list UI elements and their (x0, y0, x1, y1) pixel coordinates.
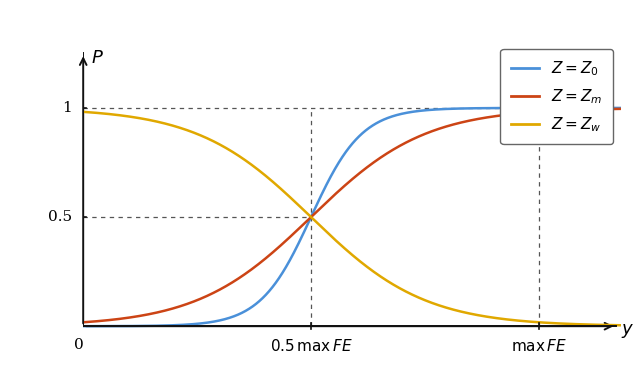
Text: 0: 0 (74, 338, 83, 352)
Text: $\mathrm{max}\,FE$: $\mathrm{max}\,FE$ (511, 338, 567, 354)
Text: 0.5: 0.5 (48, 210, 72, 224)
Text: $P$: $P$ (92, 49, 104, 67)
Legend: $Z = Z_0$, $Z = Z_m$, $Z = Z_w$: $Z = Z_0$, $Z = Z_m$, $Z = Z_w$ (500, 49, 613, 144)
Text: $y$: $y$ (621, 322, 634, 340)
Text: 1: 1 (62, 101, 72, 115)
Text: $0.5\,\mathrm{max}\,FE$: $0.5\,\mathrm{max}\,FE$ (269, 338, 353, 354)
